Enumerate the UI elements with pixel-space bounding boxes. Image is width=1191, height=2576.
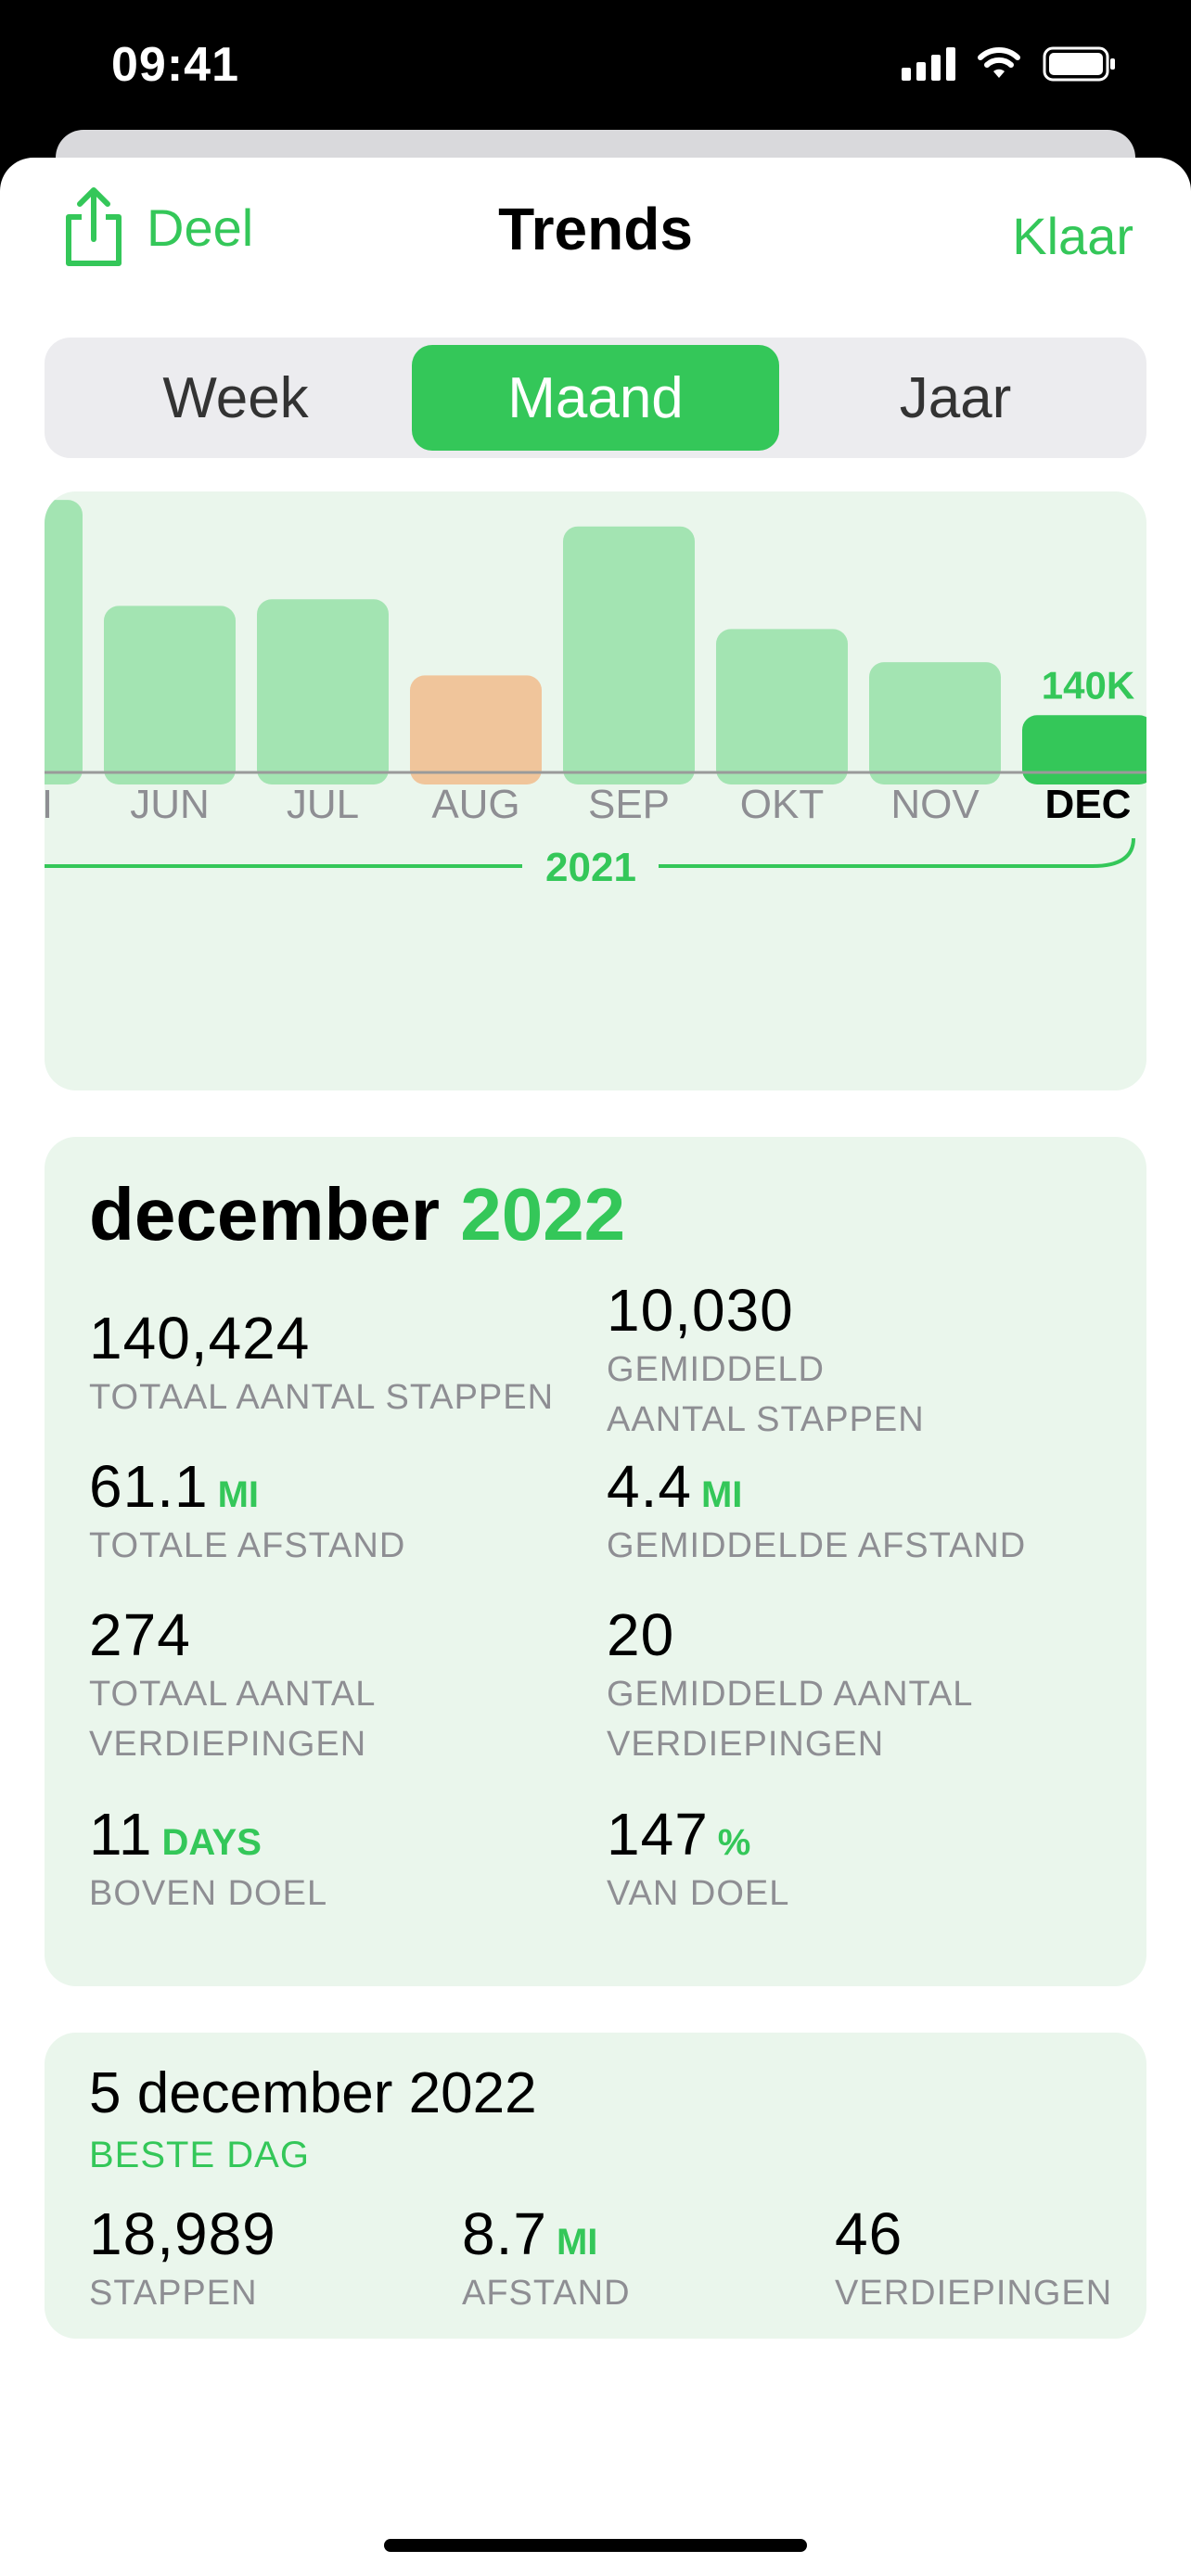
chart-tick-label: OKT — [740, 782, 824, 827]
stat-unit: % — [717, 1822, 751, 1863]
stat-average-distance: 4.4 MI GEMIDDELDE AFSTAND — [607, 1452, 1026, 1571]
share-icon — [66, 187, 122, 266]
stat-unit: DAYS — [161, 1822, 262, 1863]
chart-bar-aug[interactable] — [410, 675, 542, 784]
wifi-icon — [978, 47, 1020, 78]
stat-label: AANTAL STAPPEN — [607, 1400, 925, 1439]
chart-tick-label: AUG — [431, 782, 519, 827]
stat-label: TOTAAL AANTAL STAPPEN — [89, 1378, 555, 1417]
stat-value: 147 — [607, 1801, 709, 1868]
share-button[interactable]: Deel — [61, 185, 253, 269]
best-day-distance: 8.7 MI AFSTAND — [462, 2200, 631, 2318]
cellular-signal-icon — [902, 47, 955, 81]
chart-bar-dec[interactable] — [1022, 715, 1146, 784]
chart-tick-label: DEC — [1045, 782, 1132, 827]
stat-value: 10,030 — [607, 1277, 794, 1344]
stat-label: TOTALE AFSTAND — [89, 1526, 406, 1565]
stat-unit: MI — [700, 1474, 743, 1515]
stat-value: 18,989 — [89, 2200, 276, 2267]
segment-month[interactable]: Maand — [412, 345, 779, 451]
stat-label: VERDIEPINGEN — [835, 2274, 1113, 2313]
period-segmented-control: Week Maand Jaar — [45, 338, 1146, 458]
stat-label: VERDIEPINGEN — [89, 1725, 367, 1764]
chart-tick-label: JUN — [130, 782, 210, 827]
stat-label: AFSTAND — [462, 2274, 631, 2313]
stat-label: STAPPEN — [89, 2274, 258, 2313]
stat-value: 11 — [89, 1801, 153, 1868]
status-bar: 09:41 — [0, 0, 1191, 139]
stat-value: 4.4 — [607, 1453, 692, 1520]
chart-bar-sep[interactable] — [563, 526, 695, 784]
stat-average-steps: 10,030 GEMIDDELD AANTAL STAPPEN — [607, 1276, 925, 1445]
stat-value: 46 — [835, 2200, 903, 2267]
chart-bar-jul[interactable] — [257, 599, 389, 784]
stat-value: 20 — [607, 1601, 675, 1668]
stat-value: 61.1 — [89, 1453, 209, 1520]
status-time: 09:41 — [111, 38, 239, 92]
chart-bar-nov[interactable] — [869, 662, 1001, 784]
chart-bar-mei[interactable] — [45, 500, 83, 784]
done-button[interactable]: Klaar — [1012, 207, 1133, 265]
chart-tick-label: JUL — [287, 782, 359, 827]
stat-label: GEMIDDELDE AFSTAND — [607, 1526, 1027, 1565]
best-day-card: 5 december 2022 BESTE DAG 18,989 STAPPEN… — [45, 2033, 1146, 2339]
best-day-date: 5 december 2022 — [89, 2061, 537, 2125]
stat-value: 140,424 — [89, 1305, 311, 1371]
chart-year-label: 2021 — [545, 845, 636, 890]
stat-label: VERDIEPINGEN — [607, 1725, 885, 1764]
best-day-subtitle: BESTE DAG — [89, 2135, 310, 2175]
stat-percent-of-goal: 147% VAN DOEL — [607, 1800, 789, 1919]
stat-label: TOTAAL AANTAL — [89, 1675, 377, 1714]
stat-total-distance: 61.1 MI TOTALE AFSTAND — [89, 1452, 405, 1571]
home-indicator[interactable] — [384, 2539, 807, 2552]
stat-label: VAN DOEL — [607, 1874, 790, 1913]
chart-tick-label: MEI — [45, 782, 53, 827]
stat-unit: MI — [556, 2222, 598, 2263]
stat-label: GEMIDDELD — [607, 1350, 825, 1389]
stat-total-floors: 274 TOTAAL AANTAL VERDIEPINGEN — [89, 1600, 376, 1769]
stat-days-above-goal: 11 DAYS BOVEN DOEL — [89, 1800, 327, 1919]
segment-week[interactable]: Week — [162, 365, 309, 430]
monthly-steps-chart[interactable]: MEI JUN JUL AUG SEP OKT NOV DEC 140K 2021 — [45, 491, 1146, 1090]
chart-bar-jun[interactable] — [104, 606, 236, 784]
chart-bar-okt[interactable] — [716, 629, 848, 784]
summary-month: december — [89, 1173, 440, 1256]
stat-value: 274 — [89, 1601, 191, 1668]
chart-tick-label: NOV — [890, 782, 980, 827]
stat-unit: MI — [217, 1474, 259, 1515]
share-label: Deel — [147, 198, 254, 257]
summary-title: december 2022 — [89, 1172, 625, 1257]
year-bracket-right — [659, 837, 1135, 868]
stat-label: GEMIDDELD AANTAL — [607, 1675, 974, 1714]
summary-year: 2022 — [460, 1173, 626, 1256]
page-title: Trends — [498, 196, 693, 262]
monthly-steps-chart-card: MEI JUN JUL AUG SEP OKT NOV DEC 140K 2021 — [45, 491, 1146, 1090]
status-icons — [902, 46, 1117, 82]
chart-svg: MEI JUN JUL AUG SEP OKT NOV DEC 140K 2021 — [45, 500, 1146, 890]
stat-value: 8.7 — [462, 2200, 547, 2267]
month-summary-card: december 2022 140,424 TOTAAL AANTAL STAP… — [45, 1137, 1146, 1986]
stat-average-floors: 20 GEMIDDELD AANTAL VERDIEPINGEN — [607, 1600, 973, 1769]
chart-value-label: 140K — [1042, 663, 1134, 707]
best-day-floors: 46 VERDIEPINGEN — [835, 2200, 1112, 2318]
stat-total-steps: 140,424 TOTAAL AANTAL STAPPEN — [89, 1304, 554, 1422]
stat-label: BOVEN DOEL — [89, 1874, 328, 1913]
chart-tick-label: SEP — [588, 782, 670, 827]
trends-sheet: Deel Trends Klaar Week Maand Jaar MEI JUN… — [0, 158, 1191, 2576]
battery-icon — [1043, 46, 1115, 82]
best-day-steps: 18,989 STAPPEN — [89, 2200, 276, 2318]
navigation-bar: Deel Trends Klaar — [0, 158, 1191, 306]
segment-year[interactable]: Jaar — [899, 365, 1012, 430]
